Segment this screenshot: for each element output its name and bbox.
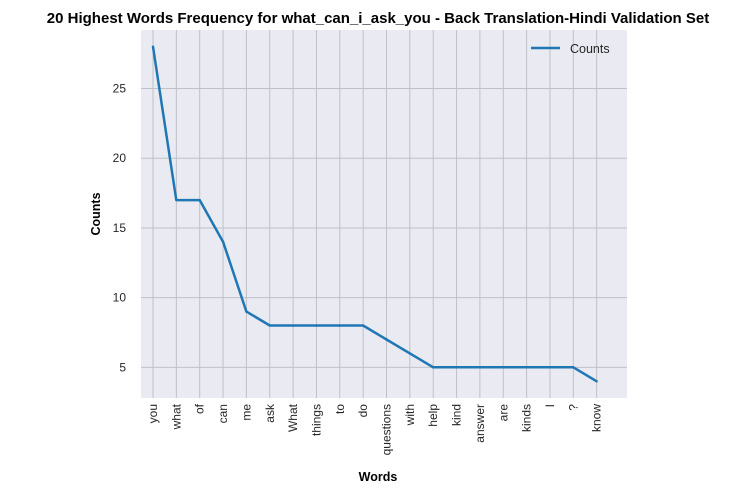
x-tick-label: me — [239, 404, 253, 421]
y-tick-label: 25 — [113, 82, 127, 96]
plot-background — [141, 30, 627, 398]
x-tick-label: help — [426, 404, 440, 427]
x-tick-label: kind — [450, 404, 464, 426]
data-point — [175, 198, 178, 202]
x-tick-label: to — [333, 404, 347, 414]
x-tick-label: can — [216, 404, 230, 423]
y-tick-label: 20 — [113, 151, 127, 165]
x-tick-label: are — [496, 404, 510, 422]
series-lines — [151, 45, 598, 383]
data-point — [291, 324, 295, 327]
data-point — [502, 366, 505, 369]
data-point — [432, 366, 435, 369]
x-tick-label: I — [543, 404, 557, 407]
x-tick-label: with — [403, 404, 417, 426]
y-axis-label: Counts — [89, 192, 103, 235]
x-axis-ticks: you what of can me ask What things to do questions… — [146, 403, 604, 455]
x-tick-label: things — [309, 404, 323, 436]
x-tick-label: What — [286, 403, 300, 432]
data-point — [595, 380, 598, 383]
x-tick-label: do — [356, 404, 370, 418]
data-point — [198, 198, 201, 202]
data-point — [151, 45, 155, 48]
x-tick-label: you — [146, 404, 160, 423]
legend: Counts — [531, 42, 610, 56]
grid-lines — [141, 30, 627, 398]
data-point — [572, 366, 575, 369]
series-line-counts — [151, 46, 598, 383]
x-tick-label: what — [169, 403, 183, 430]
x-tick-label: questions — [380, 404, 394, 455]
data-point — [361, 324, 365, 327]
data-point — [455, 366, 458, 369]
data-point — [548, 366, 552, 369]
x-tick-label: ask — [263, 403, 277, 423]
x-tick-label: kinds — [520, 404, 534, 432]
x-tick-label: answer — [473, 404, 487, 443]
y-axis-ticks: 5 10 15 20 25 — [113, 82, 127, 375]
legend-label: Counts — [570, 42, 610, 56]
y-tick-label: 5 — [119, 360, 126, 374]
x-tick-label: know — [590, 404, 604, 432]
data-point — [315, 324, 318, 327]
data-point — [221, 240, 225, 244]
data-point — [478, 366, 482, 369]
chart-title: 20 Highest Words Frequency for what_can_… — [47, 10, 709, 27]
data-point — [385, 338, 388, 341]
data-point — [338, 324, 341, 327]
data-point — [408, 352, 412, 355]
y-tick-label: 15 — [113, 221, 127, 235]
data-point — [268, 324, 271, 327]
x-axis-label: Words — [359, 470, 398, 484]
data-point — [525, 366, 528, 369]
x-tick-label: ? — [566, 404, 580, 411]
y-tick-label: 10 — [113, 291, 127, 305]
data-point — [245, 310, 248, 313]
x-tick-label: of — [193, 403, 207, 414]
